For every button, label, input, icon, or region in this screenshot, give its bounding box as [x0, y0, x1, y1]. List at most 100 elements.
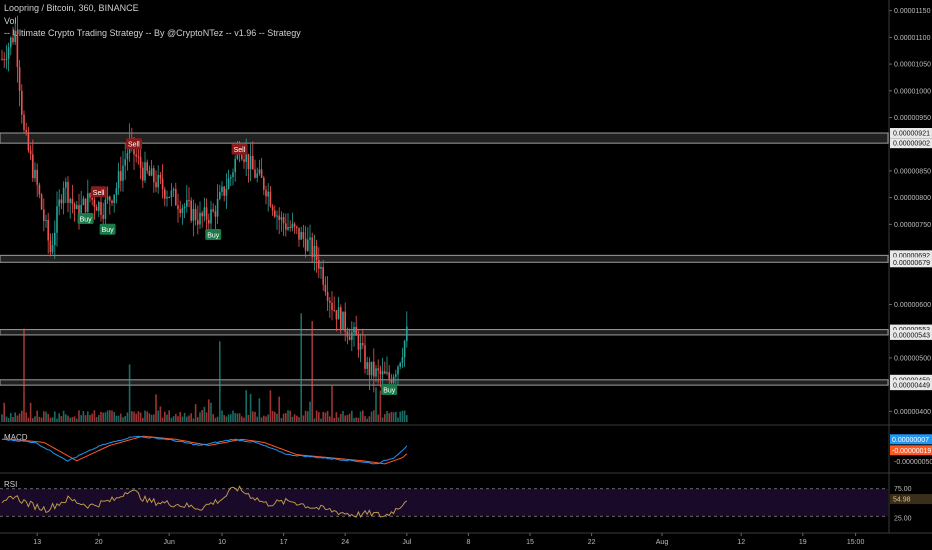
rsi-axis-tick-label: 25.00: [894, 515, 912, 522]
macd-value-label: 0.00000007: [892, 437, 929, 444]
volume-bar: [256, 416, 258, 422]
volume-bar: [16, 415, 19, 422]
price-tick-label: 0.00000950: [894, 115, 931, 122]
signal-sell-marker: [126, 138, 142, 150]
strategy-label[interactable]: -- Ultimate Crypto Trading Strategy -- B…: [4, 28, 301, 38]
time-tick-label: 15: [526, 539, 534, 546]
time-tick-label: 8: [466, 539, 470, 546]
candle-body: [315, 245, 318, 261]
price-tick-label: 0.00000400: [894, 409, 931, 416]
macd-signal-line: [2, 435, 408, 465]
candle-body: [80, 204, 82, 219]
candle-body: [78, 205, 80, 219]
volume-bar: [34, 416, 36, 422]
volume-bar: [133, 411, 135, 422]
candle-body: [34, 169, 36, 179]
time-tick-label: 15:00: [847, 539, 865, 546]
candle-body: [300, 232, 302, 240]
volume-bar: [265, 416, 267, 422]
volume-bar: [36, 410, 38, 422]
candle-body: [76, 205, 78, 209]
candle-body: [58, 199, 60, 207]
volume-bar: [203, 406, 206, 422]
price-tick-label: 0.00000800: [894, 195, 931, 202]
sr-price-tag: [890, 380, 932, 391]
candle-body: [161, 178, 164, 190]
candle-body: [43, 209, 45, 221]
candle-body: [351, 332, 353, 340]
time-tick-label: Aug: [656, 539, 669, 546]
chart-symbol-title[interactable]: Loopring / Bitcoin, 360, BINANCE: [4, 3, 139, 13]
volume-bar: [296, 415, 298, 422]
signal-label: Buy: [102, 227, 115, 234]
candle-body: [71, 198, 74, 204]
candle-body: [69, 198, 71, 203]
candle-body: [366, 362, 368, 369]
candle-body: [137, 156, 140, 158]
volume-bar: [122, 417, 124, 422]
candle-body: [168, 196, 170, 198]
volume-bar: [379, 390, 382, 422]
volume-bar: [388, 413, 390, 422]
signal-label: Sell: [93, 190, 105, 197]
candle-body: [205, 207, 208, 220]
candle-body: [223, 186, 225, 196]
candle-body: [60, 199, 63, 204]
macd-label[interactable]: MACD: [4, 433, 28, 442]
volume-bar: [142, 417, 144, 422]
volume-bar: [282, 413, 285, 422]
volume-bar: [320, 418, 322, 422]
candle-body: [348, 336, 351, 340]
volume-label[interactable]: Vol: [4, 16, 17, 26]
candle-body: [18, 67, 21, 91]
volume-bar: [260, 417, 263, 422]
volume-bar: [210, 402, 212, 422]
volume-bar: [181, 416, 184, 422]
volume-bar: [78, 410, 80, 422]
candle-body: [368, 362, 371, 376]
volume-bar: [98, 415, 100, 422]
candle-body: [95, 206, 98, 211]
candle-body: [122, 165, 124, 181]
candle-body: [208, 219, 210, 224]
sr-price-tag: [890, 250, 932, 261]
volume-bar: [348, 413, 351, 422]
candle-body: [252, 155, 254, 170]
volume-bar: [161, 417, 164, 422]
sr-price-tag-label: 0.00000902: [893, 141, 930, 148]
signal-label: Buy: [383, 387, 396, 394]
volume-bar: [331, 385, 333, 422]
candle-body: [179, 209, 181, 214]
candle-body: [210, 209, 212, 224]
volume-bar: [384, 414, 386, 422]
volume-bar: [223, 415, 225, 422]
candle-body: [258, 169, 261, 174]
candle-body: [221, 186, 223, 192]
volume-bar: [111, 410, 113, 422]
volume-bar: [166, 414, 168, 422]
candle-body: [146, 162, 148, 171]
time-tick-label: 13: [33, 539, 41, 546]
signal-label: Sell: [234, 147, 246, 154]
volume-bar: [67, 415, 69, 422]
volume-bar: [126, 412, 129, 422]
price-tick-label: 0.00001000: [894, 88, 931, 95]
volume-bar: [208, 399, 210, 422]
candle-body: [324, 284, 327, 292]
volume-bar: [139, 412, 142, 422]
candle-body: [271, 206, 274, 211]
volume-bar: [318, 412, 320, 422]
macd-line: [1, 435, 408, 465]
volume-bar: [236, 413, 239, 422]
candle-body: [159, 174, 162, 179]
signal-value-tag: [890, 445, 932, 456]
volume-bar: [192, 418, 195, 422]
candle-body: [150, 168, 153, 176]
rsi-label[interactable]: RSI: [4, 480, 18, 489]
candle-body: [186, 200, 188, 207]
volume-bar: [124, 416, 126, 422]
volume-bar: [91, 413, 93, 422]
volume-bar: [183, 412, 186, 422]
time-tick-label: 19: [799, 539, 807, 546]
